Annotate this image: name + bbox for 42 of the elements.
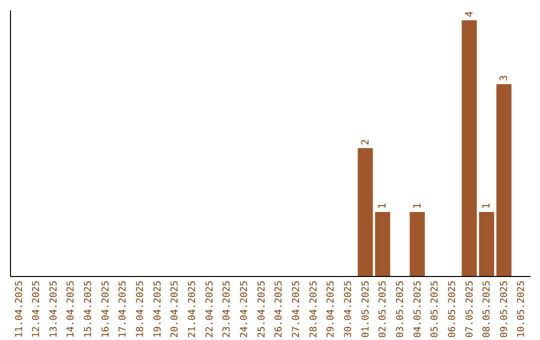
x-tick-label: 02.05.2025 [378, 280, 389, 338]
x-tick-label: 22.04.2025 [204, 280, 216, 338]
x-tick-label: 15.04.2025 [83, 280, 94, 338]
x-tick-label: 28.04.2025 [308, 280, 320, 338]
x-tick-label: 27.04.2025 [290, 280, 302, 338]
x-tick-label: 01.05.2025 [360, 280, 372, 338]
data-label: 2 [360, 139, 372, 146]
x-tick-label: 06.05.2025 [446, 280, 458, 338]
bar [462, 20, 477, 276]
x-tick-label: 16.04.2025 [100, 280, 112, 338]
x-tick-label: 21.04.2025 [187, 280, 198, 338]
bar [375, 212, 390, 276]
x-tick-label: 29.04.2025 [326, 280, 337, 338]
x-tick-label: 20.04.2025 [170, 280, 181, 338]
data-label: 1 [412, 203, 424, 210]
x-tick-label: 04.05.2025 [412, 280, 424, 338]
x-tick-label: 17.04.2025 [118, 280, 129, 338]
x-tick-label: 07.05.2025 [464, 280, 476, 338]
x-tick-label: 12.04.2025 [31, 280, 42, 338]
x-tick-label: 05.05.2025 [430, 280, 441, 338]
data-label: 4 [464, 11, 476, 18]
bar [358, 148, 373, 276]
x-tick-label: 30.04.2025 [342, 280, 354, 338]
data-label: 1 [482, 203, 493, 210]
x-tick-label: 08.05.2025 [482, 280, 493, 338]
bar [410, 212, 425, 276]
x-tick-label: 13.04.2025 [48, 280, 60, 338]
bar [479, 212, 494, 276]
x-tick-label: 09.05.2025 [498, 280, 510, 338]
x-tick-label: 11.04.2025 [14, 280, 25, 338]
x-tick-label: 18.04.2025 [135, 280, 146, 338]
x-tick-label: 25.04.2025 [256, 280, 268, 338]
x-tick-label: 19.04.2025 [152, 280, 164, 338]
x-tick-label: 03.05.2025 [394, 280, 406, 338]
data-label: 1 [378, 203, 389, 210]
bar [496, 84, 512, 276]
x-tick-label: 10.05.2025 [516, 280, 528, 338]
x-tick-label: 26.04.2025 [274, 280, 285, 338]
x-tick-label: 23.04.2025 [222, 280, 233, 338]
x-tick-label: 24.04.2025 [239, 280, 250, 338]
x-tick-label: 14.04.2025 [66, 280, 77, 338]
data-label: 3 [498, 75, 510, 82]
